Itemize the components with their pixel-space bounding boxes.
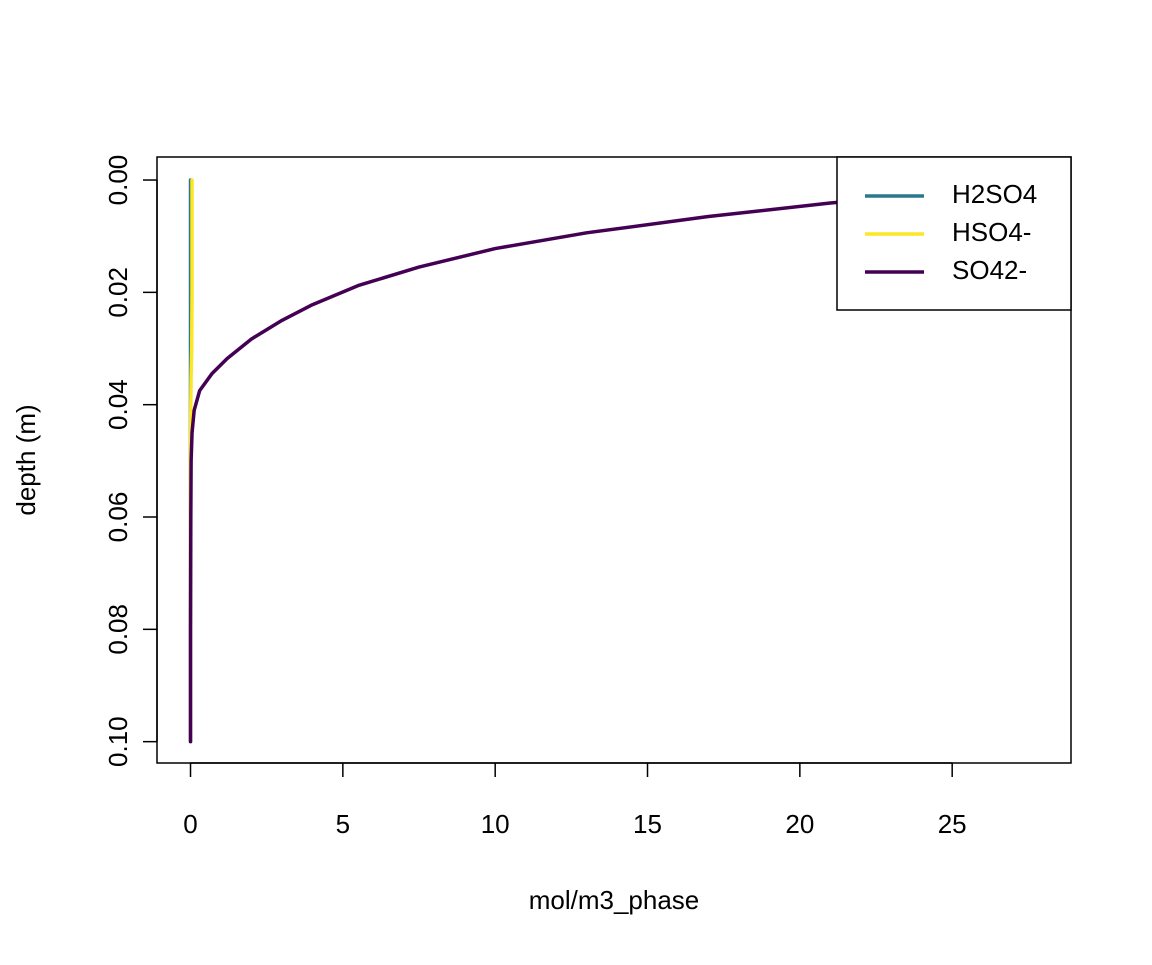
- legend: H2SO4 HSO4- SO42-: [836, 156, 1072, 311]
- legend-label: H2SO4: [952, 179, 1037, 209]
- x-axis-title: mol/m3_phase: [529, 885, 700, 915]
- legend-label: HSO4-: [952, 217, 1031, 247]
- y-tick-label: 0.10: [103, 716, 133, 767]
- y-tick-label: 0.06: [103, 492, 133, 543]
- legend-label: SO42-: [952, 255, 1027, 285]
- series-layer: [188, 178, 1071, 744]
- y-tick-label: 0.08: [103, 604, 133, 655]
- y-tick-label: 0.04: [103, 379, 133, 430]
- x-tick-label: 20: [785, 809, 814, 839]
- x-tick-label: 15: [633, 809, 662, 839]
- x-tick-label: 0: [183, 809, 197, 839]
- y-tick-label: 0.02: [103, 267, 133, 318]
- x-tick-label: 10: [481, 809, 510, 839]
- series-line-so42: [188, 179, 1071, 744]
- y-axis: 0.00 0.02 0.04 0.06 0.08 0.10: [103, 155, 158, 767]
- y-axis-title: depth (m): [11, 404, 41, 515]
- x-tick-label: 25: [938, 809, 967, 839]
- x-axis: 0 5 10 15 20 25: [183, 762, 967, 839]
- x-tick-label: 5: [336, 809, 350, 839]
- y-tick-label: 0.00: [103, 155, 133, 206]
